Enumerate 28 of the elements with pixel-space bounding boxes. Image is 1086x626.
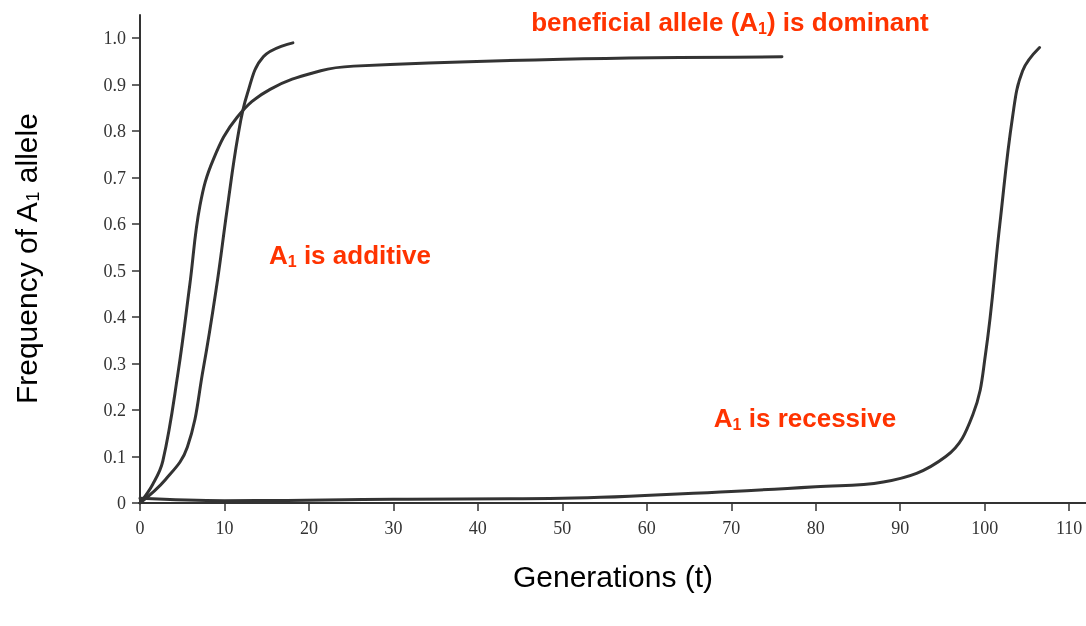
y-tick-label: 0.4 xyxy=(103,307,126,328)
y-axis-title: Frequency of A1 allele xyxy=(9,113,43,405)
annotation: A1 is additive xyxy=(268,240,432,270)
x-tick-label: 100 xyxy=(971,518,999,538)
x-axis-title: Generations (t) xyxy=(512,559,714,593)
y-tick-label: 0.2 xyxy=(103,400,126,421)
x-tick-label: 110 xyxy=(1055,518,1083,538)
x-tick-label: 10 xyxy=(215,518,234,538)
x-tick-label: 50 xyxy=(553,518,572,538)
x-tick-label: 90 xyxy=(891,518,910,538)
x-tick-label: 70 xyxy=(722,518,741,538)
x-tick-label: 60 xyxy=(637,518,656,538)
y-tick-label: 1.0 xyxy=(103,28,126,49)
x-tick-label: 40 xyxy=(468,518,487,538)
x-tick-label: 30 xyxy=(384,518,403,538)
y-tick-label: 0.6 xyxy=(103,214,126,235)
x-tick-label: 0 xyxy=(135,518,145,538)
y-tick-label: 0.3 xyxy=(103,353,126,374)
annotation: A1 is recessive xyxy=(713,403,897,433)
y-tick-label: 0.7 xyxy=(103,167,126,188)
y-tick-label: 0 xyxy=(117,493,126,513)
y-tick-label: 0.9 xyxy=(103,74,126,95)
y-tick-label: 0.5 xyxy=(103,260,126,281)
x-tick-label: 20 xyxy=(299,518,318,538)
y-tick-label: 0.8 xyxy=(103,121,126,142)
y-tick-label: 0.1 xyxy=(103,446,126,467)
x-tick-label: 80 xyxy=(806,518,825,538)
annotation: beneficial allele (A1) is dominant xyxy=(531,7,930,37)
